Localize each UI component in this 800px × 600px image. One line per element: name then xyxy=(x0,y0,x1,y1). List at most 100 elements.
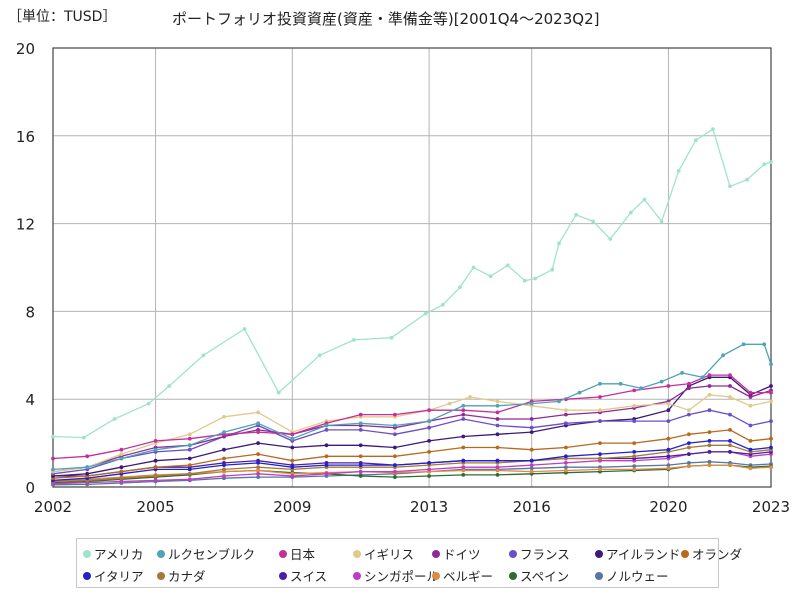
data-point xyxy=(495,468,500,473)
data-point xyxy=(666,401,671,406)
data-point xyxy=(358,421,363,426)
data-point xyxy=(256,441,260,445)
data-point xyxy=(393,454,397,459)
data-point xyxy=(680,371,684,375)
data-point xyxy=(769,465,773,470)
data-point xyxy=(222,463,226,467)
data-point xyxy=(461,445,466,450)
data-point xyxy=(324,443,329,448)
data-point xyxy=(187,436,192,441)
data-point xyxy=(666,384,671,388)
data-point xyxy=(85,454,90,459)
data-point xyxy=(693,138,698,143)
data-point xyxy=(564,461,568,465)
data-point xyxy=(598,408,602,413)
data-point xyxy=(676,169,681,173)
x-tick-label: 2013 xyxy=(410,498,448,516)
y-tick-label: 12 xyxy=(16,216,35,234)
data-point xyxy=(393,412,397,417)
legend-item: アイルランド xyxy=(595,544,680,563)
data-point xyxy=(728,384,732,388)
data-point xyxy=(564,468,568,473)
data-point xyxy=(529,458,534,463)
data-point xyxy=(769,390,773,395)
data-point xyxy=(728,463,732,467)
data-point xyxy=(153,439,158,443)
data-point xyxy=(358,454,363,459)
data-point xyxy=(222,456,226,461)
data-point xyxy=(222,474,226,478)
data-point xyxy=(687,412,691,417)
data-point xyxy=(632,419,637,423)
data-point xyxy=(222,467,226,472)
data-point xyxy=(393,423,397,428)
legend-marker xyxy=(353,571,361,580)
data-point xyxy=(728,443,732,448)
data-point xyxy=(707,459,712,464)
data-point xyxy=(533,276,537,281)
data-point xyxy=(358,428,363,432)
data-point xyxy=(290,458,295,463)
legend-label: 日本 xyxy=(290,547,316,562)
data-point xyxy=(564,465,568,470)
data-point xyxy=(201,353,206,358)
data-point xyxy=(119,476,124,481)
data-point xyxy=(51,434,55,439)
data-point xyxy=(618,381,623,386)
legend-label: ルクセンブルク xyxy=(168,547,256,562)
legend-item: ベルギー xyxy=(432,566,493,585)
data-point xyxy=(427,408,431,413)
data-point xyxy=(119,465,124,470)
data-point xyxy=(256,430,260,434)
legend-label: オランダ xyxy=(692,547,743,562)
data-point xyxy=(608,237,613,241)
data-point xyxy=(119,479,124,484)
data-point xyxy=(598,419,602,423)
data-point xyxy=(632,464,637,468)
data-point xyxy=(276,390,281,395)
legend-item: オランダ xyxy=(681,544,742,563)
data-point xyxy=(687,441,691,445)
x-tick-label: 2016 xyxy=(513,498,551,516)
data-point xyxy=(222,414,226,419)
data-point xyxy=(598,395,602,399)
legend-marker xyxy=(353,549,361,558)
data-point xyxy=(687,381,691,386)
data-point xyxy=(51,456,55,461)
data-point xyxy=(659,379,664,384)
legend-label: イタリア xyxy=(94,569,144,584)
data-point xyxy=(707,439,712,443)
data-point xyxy=(687,445,691,450)
legend-marker xyxy=(432,549,440,558)
x-tick-label: 2002 xyxy=(34,498,72,516)
plot-frame xyxy=(52,47,772,488)
data-point xyxy=(495,458,500,463)
data-point xyxy=(687,408,691,413)
legend-marker xyxy=(157,571,165,580)
data-point xyxy=(468,395,472,399)
legend-marker xyxy=(681,549,689,558)
data-point xyxy=(666,447,671,452)
data-point xyxy=(167,384,172,388)
data-point xyxy=(666,466,671,471)
data-point xyxy=(324,423,329,428)
data-point xyxy=(529,401,534,406)
data-point xyxy=(222,430,226,434)
data-point xyxy=(666,436,671,441)
y-tick-label: 4 xyxy=(25,391,35,409)
data-point xyxy=(187,432,192,437)
chart-title: ポートフォリオ投資資産(資産・準備金等)[2001Q4～2023Q2] xyxy=(172,10,600,28)
series-line xyxy=(52,440,772,482)
legend-item: スペイン xyxy=(509,566,569,585)
data-point xyxy=(427,467,431,472)
data-point xyxy=(393,445,397,450)
legend-item: 日本 xyxy=(279,544,315,563)
data-point xyxy=(529,425,534,430)
data-point xyxy=(461,468,466,473)
y-tick-label: 0 xyxy=(25,479,35,497)
series-line xyxy=(52,128,772,439)
data-point xyxy=(358,474,363,478)
data-point xyxy=(461,458,466,463)
data-point xyxy=(748,423,753,428)
data-point xyxy=(687,386,691,391)
